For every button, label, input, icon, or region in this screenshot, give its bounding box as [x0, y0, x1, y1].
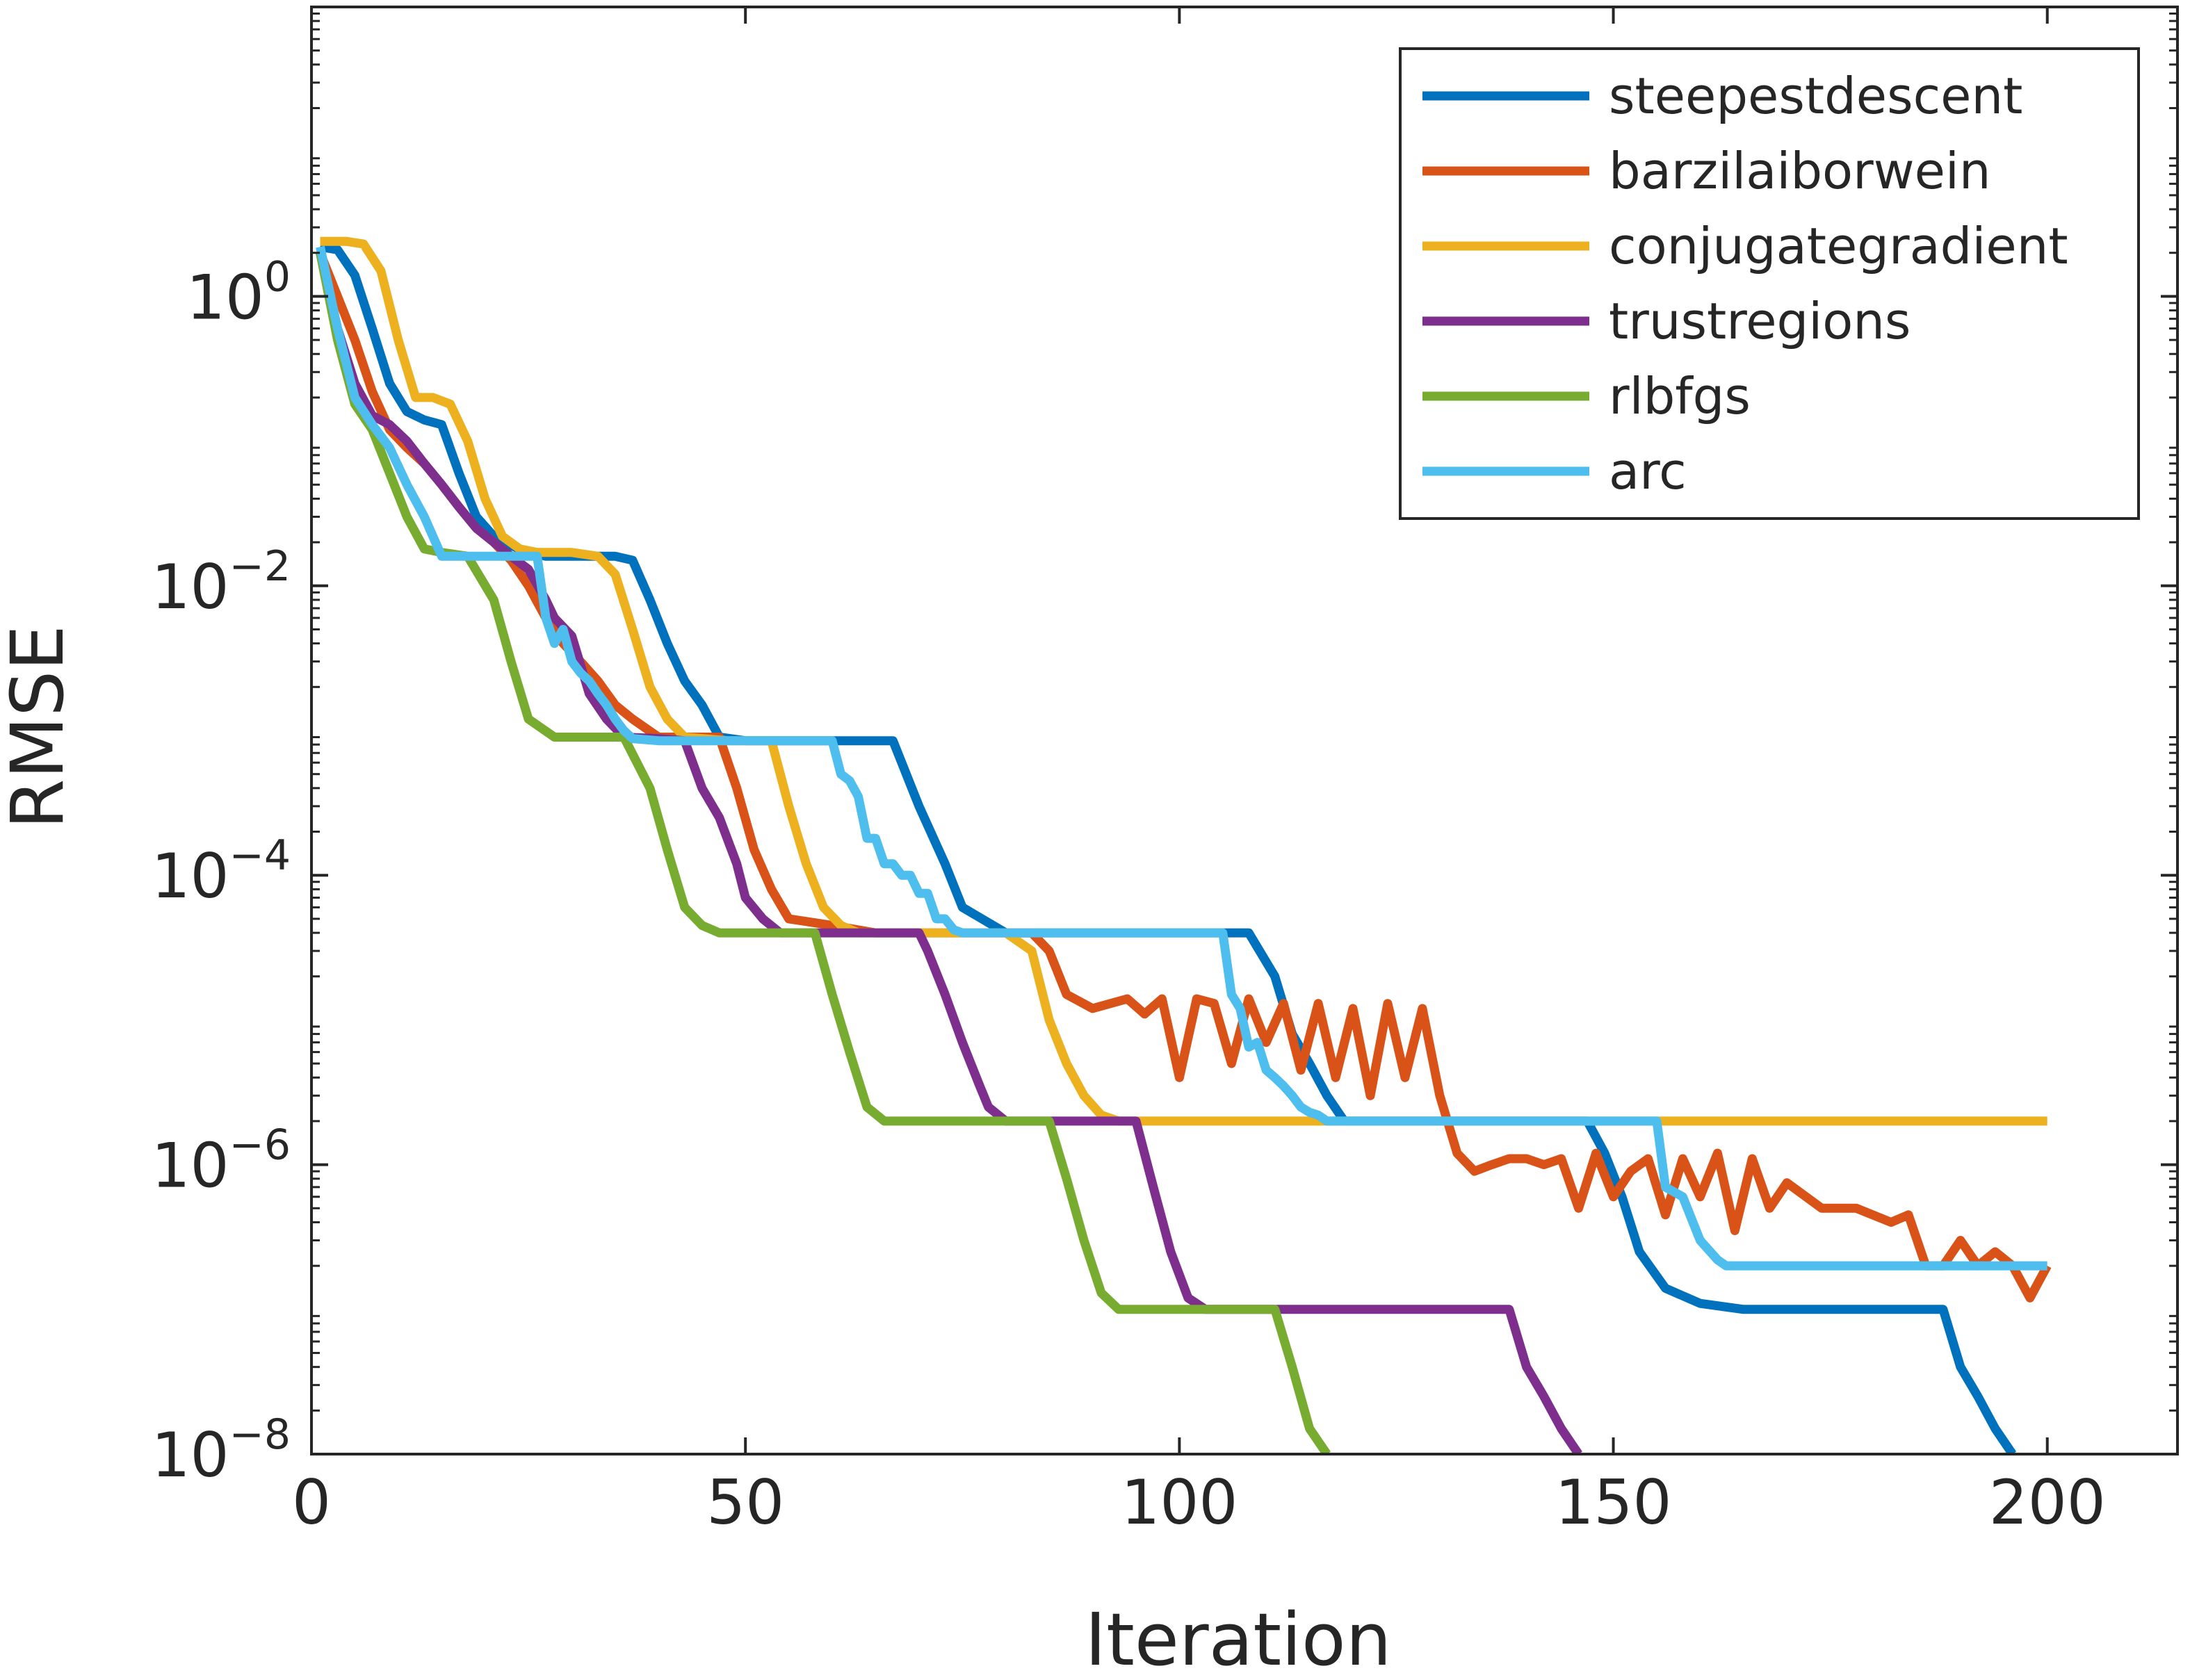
y-tick-label: 100	[186, 252, 291, 333]
y-tick-label: 10−4	[152, 831, 291, 912]
legend-label-rlbfgs: rlbfgs	[1609, 367, 1751, 425]
x-tick-label: 0	[292, 1467, 331, 1538]
x-axis-title: Iteration	[1085, 1597, 1391, 1680]
legend-label-steepestdescent: steepestdescent	[1609, 67, 2022, 125]
y-axis-title: RMSE	[0, 625, 80, 829]
y-tick-label: 10−8	[152, 1410, 291, 1491]
series-layer	[316, 236, 2052, 1454]
legend-label-conjugategradient: conjugategradient	[1609, 217, 2068, 275]
series-line-steepestdescent	[319, 242, 2017, 1454]
plot-axes-box	[310, 6, 2179, 1455]
legend-box	[1399, 47, 2140, 520]
legend: steepestdescent barzilaiborwein conjugateg…	[1399, 47, 2140, 520]
legend-label-barzilaiborwein: barzilaiborwein	[1609, 142, 1991, 200]
legend-label-arc: arc	[1609, 442, 1687, 500]
x-tick-label: 150	[1555, 1467, 1672, 1538]
y-tick-label: 10−2	[152, 542, 291, 623]
legend-label-trustregions: trustregions	[1609, 292, 1911, 350]
y-tick-label: 10−6	[152, 1121, 291, 1202]
axes-layer: 0 50 100 150 200 100 10−2 10−4 10−6 10−8	[152, 6, 2179, 1538]
x-tick-label: 100	[1121, 1467, 1238, 1538]
series-line-arc	[316, 245, 2047, 1271]
x-tick-label: 200	[1989, 1467, 2106, 1538]
x-tick-label: 50	[706, 1467, 784, 1538]
